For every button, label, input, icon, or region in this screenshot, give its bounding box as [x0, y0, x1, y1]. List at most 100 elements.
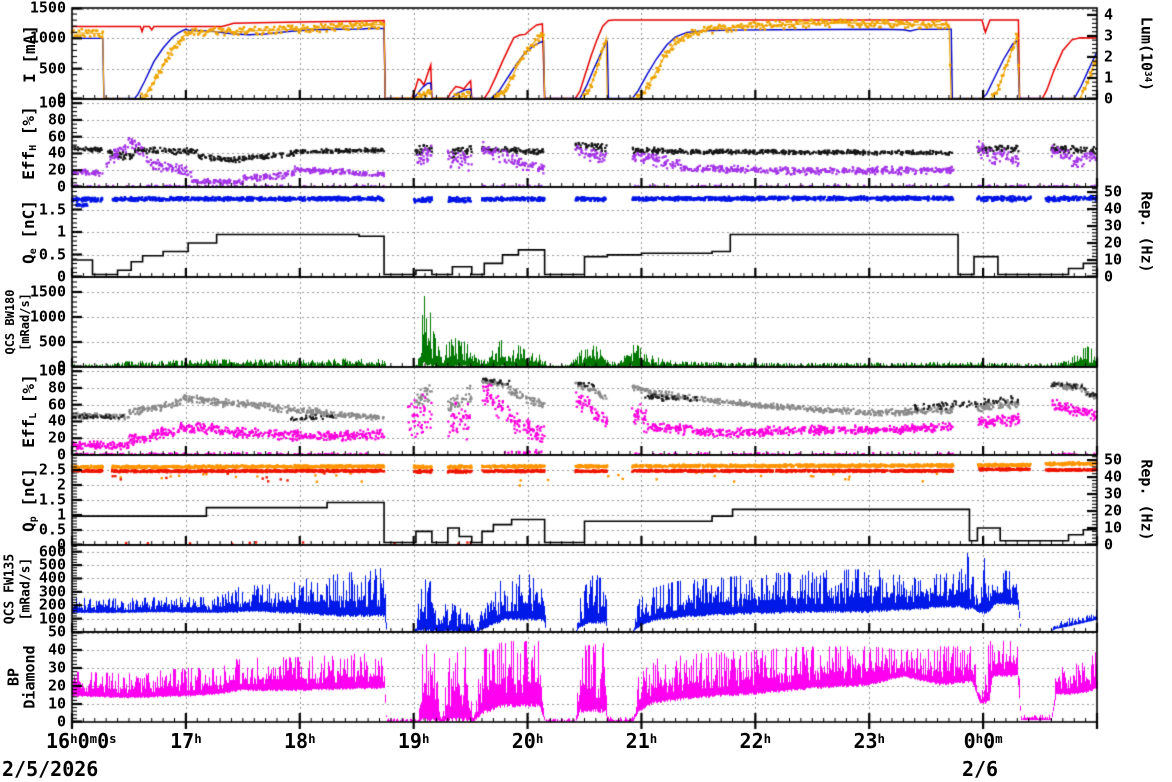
- panel-qcs-bw180-y-tick-label: 1000: [29, 307, 66, 326]
- panel-eff-h-axis-label: EffH [%]: [18, 106, 39, 180]
- panel-eff-l-y-tick-label: 100: [38, 361, 66, 380]
- panel-charge-p-right-tick-label: 40: [1104, 467, 1123, 486]
- panel-charge-p-y-tick-label: 1: [56, 505, 66, 524]
- panel-charge-e-right-tick-label: 10: [1104, 250, 1123, 269]
- panel-charge-p-right-tick-label: 20: [1104, 501, 1123, 520]
- x-tick-label-16-part: 16: [46, 729, 71, 753]
- panel-qcs-fw135-axis-label: [mRad/s]: [18, 557, 34, 620]
- panel-charge-p-right-tick-label: 10: [1104, 518, 1123, 537]
- x-tick-label-23-part: h: [877, 731, 885, 747]
- x-tick-label-21-part: h: [649, 731, 658, 747]
- panel-bp-diamond-y-tick-label: 20: [47, 676, 66, 695]
- panel-charge-e-y-tick-label: 1: [56, 222, 66, 241]
- panel-charge-e-right-tick-label: 0: [1104, 267, 1114, 286]
- x-tick-label-16-part: m: [89, 731, 98, 747]
- x-tick-label-21-part: 21: [625, 729, 650, 753]
- x-tick-label-20-part: h: [535, 731, 544, 747]
- panel-charge-p-y-tick-label: 0: [56, 535, 66, 554]
- panel-qcs-bw180-axis-label-part: QCS BW180: [3, 289, 17, 355]
- panel-charge-e-right-tick-label: 20: [1104, 233, 1123, 252]
- panel-qcs-fw135-y-tick-label: 500: [38, 555, 66, 574]
- x-tick-label-23: 23h: [853, 731, 885, 751]
- panel-eff-h-y-tick-label: 60: [47, 127, 66, 146]
- panel-charge-p-right-tick-label: 50: [1104, 450, 1123, 469]
- x-tick-label-20-part: 20: [511, 729, 536, 753]
- x-tick-label-19: 19h: [398, 731, 430, 751]
- date-label-left: 2/5/2026: [2, 757, 99, 781]
- panel-bp-diamond-y-tick-label: 0: [56, 712, 66, 731]
- x-tick-label-24-part: 0: [983, 729, 996, 753]
- panel-eff-h-axis-label-part: Eff: [18, 150, 38, 180]
- panel-eff-h-y-tick-label: 40: [47, 143, 66, 162]
- x-tick-label-16: 16h0m0s: [46, 731, 117, 751]
- panel-charge-p-axis-label-part: p: [28, 516, 40, 523]
- panel-qcs-fw135-y-tick-label: 300: [38, 582, 66, 601]
- panel-charge-e-axis-label: Qe [nC]: [18, 200, 40, 264]
- date-label-right: 2/6: [961, 757, 999, 781]
- panel-bp-diamond-y-tick-label: 50: [47, 622, 66, 641]
- x-tick-label-21: 21h: [626, 731, 658, 751]
- panel-qcs-fw135-axis-label-part: QCS FW135: [2, 553, 18, 624]
- panel-charge-e-right-tick-label: 50: [1104, 182, 1123, 201]
- panel-qcs-bw180-y-tick-label: 0: [56, 357, 66, 376]
- panel-current-right-tick-label: 0: [1104, 89, 1114, 108]
- panel-qcs-fw135-axis-label-part: [mRad/s]: [18, 557, 34, 620]
- panel-eff-l-y-tick-label: 40: [47, 411, 66, 430]
- panel-qcs-bw180-axis-label: QCS BW180: [3, 289, 17, 355]
- panel-charge-p-y-tick-label: 0.5: [38, 520, 66, 539]
- panel-charge-e-y-tick-label: 1.5: [38, 200, 66, 218]
- panel-charge-p-axis-label: Qp [nC]: [18, 468, 40, 532]
- panel-qcs-fw135-y-tick-label: 200: [38, 595, 66, 614]
- panel-current-right-axis-label: Lum(1034): [1137, 16, 1156, 90]
- panel-eff-l-axis-label: EffL [%]: [19, 374, 40, 447]
- x-tick-label-16-part: h: [70, 731, 78, 747]
- panel-charge-p-y-tick-label: 2.5: [38, 460, 66, 479]
- panel-eff-l-y-tick-label: 20: [47, 428, 66, 447]
- panel-charge-e-right-axis-label: Rep. (Hz): [1138, 191, 1156, 272]
- x-tick-label-20: 20h: [512, 731, 544, 751]
- panel-current-y-tick-label: 1000: [29, 28, 66, 47]
- panel-eff-h-axis-label-part: [%]: [18, 106, 38, 145]
- panel-charge-e-y-tick-label: 0: [56, 267, 66, 286]
- panel-charge-p-axis-label-part: [nC]: [18, 468, 38, 517]
- panel-eff-l-y-tick-label: 0: [56, 445, 66, 464]
- panel-charge-p-axis-label-part: Q: [18, 522, 38, 532]
- panel-bp-diamond-axis-label-part: Diamond: [20, 645, 39, 709]
- panel-eff-h-y-tick-label: 0: [56, 177, 66, 196]
- panel-qcs-fw135-y-tick-label: 600: [38, 542, 66, 561]
- panel-bp-diamond-axis-label: Diamond: [20, 645, 39, 709]
- x-tick-label-23-part: 23: [853, 729, 878, 753]
- panel-qcs-bw180-y-tick-label: 500: [38, 332, 66, 351]
- x-tick-label-17: 17h: [170, 731, 202, 751]
- panel-charge-e-axis-label-part: e: [28, 248, 40, 255]
- x-tick-label-18: 18h: [284, 731, 316, 751]
- panel-eff-l-axis-label-part: L: [28, 412, 40, 419]
- panel-current-y-tick-label: 1500: [29, 0, 66, 17]
- panel-bp-diamond-y-tick-label: 10: [47, 694, 66, 713]
- panel-eff-l-y-tick-label: 60: [47, 395, 66, 414]
- x-tick-label-24: 0h0m: [964, 731, 1003, 751]
- x-tick-label-16-part: 0: [77, 729, 90, 753]
- x-tick-label-19-part: 19: [397, 729, 422, 753]
- panel-current-right-tick-label: 3: [1104, 26, 1114, 45]
- x-tick-label-17-part: h: [194, 731, 202, 747]
- x-tick-label-16-part: 0: [97, 729, 110, 753]
- panel-bp-diamond-axis-label: BP: [5, 668, 23, 686]
- x-tick-label-22-part: 22: [739, 729, 764, 753]
- panel-current-y-tick-label: 500: [38, 59, 66, 78]
- panel-qcs-fw135-y-tick-label: 400: [38, 568, 66, 587]
- panel-current-right-tick-label: 2: [1104, 47, 1114, 66]
- x-tick-label-18-part: h: [308, 731, 316, 747]
- panel-current-right-tick-label: 1: [1104, 68, 1114, 87]
- panel-charge-p-right-axis-label: Rep. (Hz): [1137, 459, 1156, 541]
- panel-charge-e-axis-label-part: [nC]: [18, 200, 38, 249]
- panel-eff-h-y-tick-label: 80: [47, 110, 66, 129]
- panel-current-right-axis-label-part: Lum(10: [1137, 16, 1156, 71]
- x-tick-label-17-part: 17: [170, 729, 195, 753]
- panel-qcs-fw135-axis-label: QCS FW135: [2, 553, 18, 624]
- panel-charge-p-right-axis-label-part: Rep. (Hz): [1137, 459, 1156, 541]
- x-tick-label-22: 22h: [740, 731, 772, 751]
- x-tick-label-16-part: s: [109, 731, 117, 747]
- panel-charge-p-right-tick-label: 30: [1104, 484, 1123, 503]
